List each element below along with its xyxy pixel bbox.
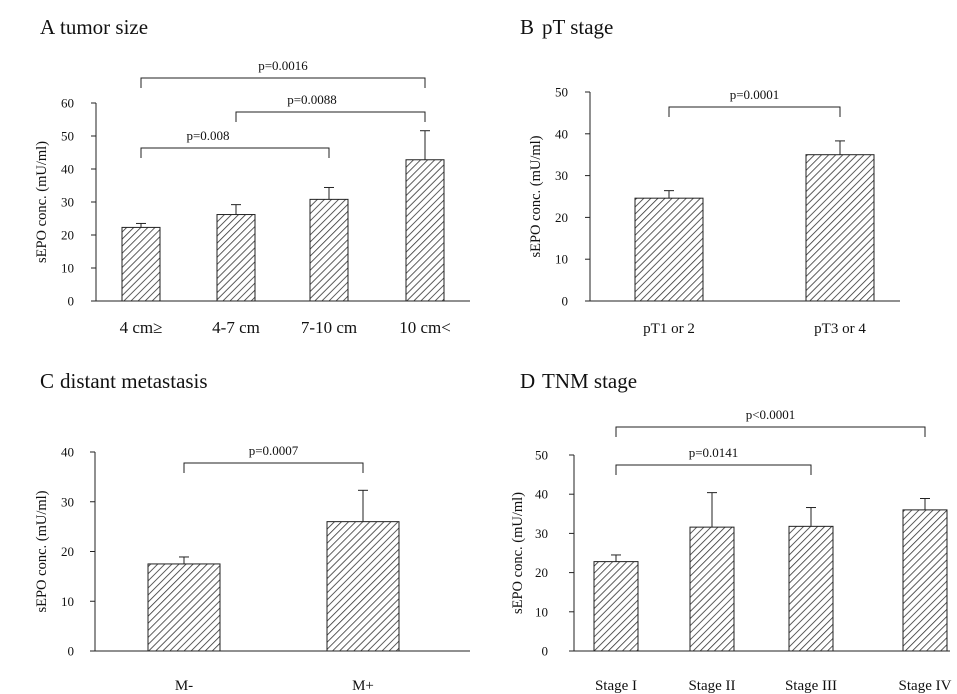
panel-a-category-label: 7-10 cm (301, 318, 357, 337)
panel-a-significance-bracket (140, 147, 330, 158)
panel-d-title: D TNM stage (520, 369, 637, 393)
panel-d-category-label: Stage III (785, 678, 837, 694)
panel-a-bar (216, 214, 256, 302)
panel-a-p-value: p=0.0088 (287, 92, 337, 107)
panel-d-letter: D (520, 369, 535, 393)
panel-c-ytick-label: 40 (61, 445, 74, 460)
panel-d-ytick-label: 30 (535, 526, 548, 541)
panel-d-bar (689, 526, 735, 652)
panel-d-title-text: TNM stage (542, 369, 637, 393)
panel-a-letter: A (40, 15, 56, 39)
panel-d-ylabel: sEPO conc. (mU/ml) (510, 492, 526, 614)
panel-d-p-value: p=0.0141 (689, 445, 739, 460)
panel-b-ytick-label: 20 (555, 210, 568, 225)
panel-b-category-label: pT3 or 4 (814, 321, 866, 337)
panel-c-category-label: M- (175, 678, 193, 694)
panel-c-title: C distant metastasis (40, 369, 208, 393)
panel-c-bar (326, 521, 400, 652)
panel-b-p-value: p=0.0001 (730, 87, 780, 102)
panel-b-ytick-label: 10 (555, 252, 568, 267)
panel-b-title: B pT stage (520, 15, 613, 39)
panel-d-significance-bracket (615, 426, 926, 437)
panel-c-title-text: distant metastasis (60, 369, 208, 393)
panel-d-ytick-label: 0 (542, 644, 549, 659)
panel-a-bar (121, 226, 161, 302)
panel-a-title-text: tumor size (60, 15, 148, 39)
panel-a-ytick-label: 50 (61, 129, 74, 144)
panel-c-ytick-label: 10 (61, 594, 74, 609)
panel-b-ytick-label: 50 (555, 85, 568, 100)
panel-c-significance-bracket (183, 462, 364, 473)
panel-d-ytick-label: 40 (535, 487, 548, 502)
panel-d-bar (902, 509, 948, 652)
panel-b-letter: B (520, 15, 534, 39)
panel-a-category-label: 4-7 cm (212, 318, 260, 337)
panel-c-ytick-label: 30 (61, 494, 74, 509)
panel-b-bar (805, 154, 875, 302)
panel-a-significance-bracket (140, 77, 426, 88)
panel-a-title: A tumor size (40, 15, 148, 39)
panel-b-significance-bracket (668, 106, 841, 117)
panel-c-ylabel: sEPO conc. (mU/ml) (34, 490, 50, 612)
panel-a-plot: 0 10 20 30 40 50 60 sEPO conc. (mU/ml) 4 cm≥ 4-7 … (34, 58, 470, 337)
panel-b-ylabel: sEPO conc. (mU/ml) (528, 135, 544, 257)
panel-a-ytick-label: 30 (61, 195, 74, 210)
panel-b-ytick-label: 30 (555, 168, 568, 183)
panel-b-bar (634, 197, 704, 302)
panel-b-plot: 0 10 20 30 40 50 sEPO conc. (mU/ml) pT1 or 2 pT3… (528, 85, 900, 337)
panel-b-ytick-label: 0 (562, 294, 569, 309)
panel-d-significance-bracket (615, 464, 812, 475)
panel-d-bar (593, 561, 639, 652)
panel-c-p-value: p=0.0007 (249, 443, 299, 458)
panel-d-plot: 0 10 20 30 40 50 sEPO conc. (mU/ml) Stage I Stag… (510, 407, 952, 694)
panel-a-ytick-label: 0 (68, 294, 75, 309)
panel-c-bar (147, 563, 221, 652)
panel-d-p-value: p<0.0001 (746, 407, 796, 422)
panel-a-category-label: 10 cm< (399, 318, 451, 337)
panel-c-ytick-label: 0 (68, 644, 75, 659)
panel-c-category-label: M+ (352, 678, 374, 694)
panel-c-letter: C (40, 369, 54, 393)
panel-a-p-value: p=0.008 (186, 128, 229, 143)
panel-b-title-text: pT stage (542, 15, 613, 39)
panel-a-ytick-label: 10 (61, 261, 74, 276)
panel-a-ytick-label: 20 (61, 228, 74, 243)
panel-d-bar (788, 525, 834, 652)
panel-a-bar (309, 198, 349, 302)
panel-a-category-label: 4 cm≥ (120, 318, 163, 337)
panel-a-ylabel: sEPO conc. (mU/ml) (34, 141, 50, 263)
panel-c-plot: 0 10 20 30 40 sEPO conc. (mU/ml) M- M+ p=0.0007 (34, 443, 470, 694)
panel-a-bar (405, 159, 445, 302)
panel-a-p-value: p=0.0016 (258, 58, 308, 73)
panel-d-ytick-label: 50 (535, 448, 548, 463)
panel-d-category-label: Stage I (595, 678, 637, 694)
panel-a-significance-bracket (235, 111, 426, 122)
panel-d-category-label: Stage IV (899, 678, 952, 694)
panel-b-ytick-label: 40 (555, 126, 568, 141)
panel-c-ytick-label: 20 (61, 544, 74, 559)
panel-d-ytick-label: 20 (535, 565, 548, 580)
panel-d-category-label: Stage II (688, 678, 735, 694)
panel-b-category-label: pT1 or 2 (643, 321, 695, 337)
panel-a-ytick-label: 40 (61, 162, 74, 177)
panel-a-ytick-label: 60 (61, 96, 74, 111)
panel-d-ytick-label: 10 (535, 604, 548, 619)
